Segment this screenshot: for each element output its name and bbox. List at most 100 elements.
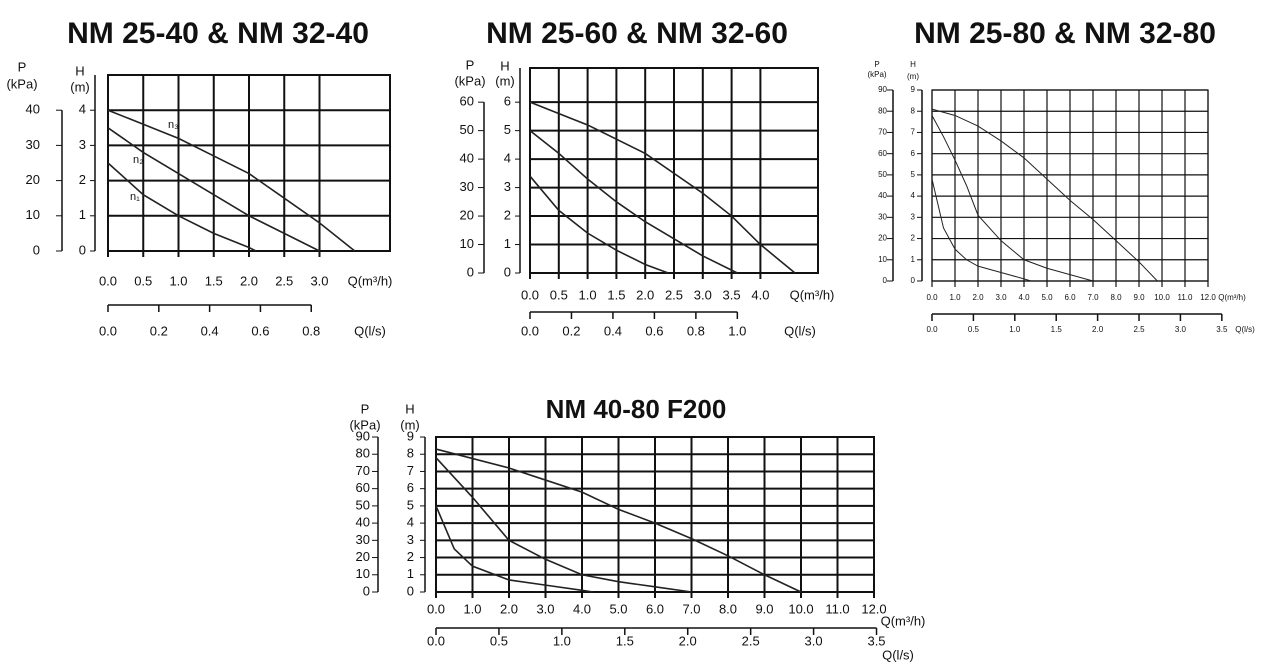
curve xyxy=(931,179,1032,282)
y-tick-label: 0 xyxy=(79,242,86,257)
y2-tick-label: 70 xyxy=(878,128,887,137)
x-tick-label: 11.0 xyxy=(825,601,849,616)
y2-axis-label: P xyxy=(874,60,879,69)
y2-tick-label: 0 xyxy=(467,264,474,279)
y-tick-label: 8 xyxy=(911,106,916,115)
y2-tick-label: 20 xyxy=(26,172,40,187)
x2-tick-label: 1.0 xyxy=(553,633,571,648)
y-tick-label: 2 xyxy=(79,172,86,187)
x-tick-label: 7.0 xyxy=(1087,293,1099,302)
x2-tick-label: 0.6 xyxy=(251,323,269,338)
curve xyxy=(435,505,594,593)
x-tick-label: 2.0 xyxy=(500,601,518,616)
y-tick-label: 2 xyxy=(407,549,414,564)
x-tick-label: 12.0 xyxy=(861,601,886,616)
x2-tick-label: 2.0 xyxy=(1092,325,1104,334)
y2-tick-label: 30 xyxy=(356,532,370,547)
x-tick-label: 9.0 xyxy=(1133,293,1145,302)
x2-tick-label: 0.0 xyxy=(926,325,938,334)
y-tick-label: 6 xyxy=(504,94,511,109)
x-tick-label: 3.5 xyxy=(723,287,741,302)
y-tick-label: 9 xyxy=(407,428,414,443)
y2-tick-label: 0 xyxy=(33,242,40,257)
y2-tick-label: 90 xyxy=(356,428,370,443)
y2-tick-label: 30 xyxy=(26,137,40,152)
y-tick-label: 6 xyxy=(407,480,414,495)
y-tick-label: 3 xyxy=(504,179,511,194)
y-axis-unit: (m) xyxy=(907,72,919,81)
y-tick-label: 4 xyxy=(504,151,511,166)
y-axis-unit: (m) xyxy=(400,417,420,432)
x2-tick-label: 0.0 xyxy=(521,323,539,338)
x-tick-label: 4.0 xyxy=(751,287,769,302)
y2-tick-label: 20 xyxy=(878,234,887,243)
x-tick-label: 1.0 xyxy=(463,601,481,616)
y2-tick-label: 10 xyxy=(878,255,887,264)
curve xyxy=(931,115,1094,282)
y2-tick-label: 20 xyxy=(356,549,370,564)
x-tick-label: 0.0 xyxy=(427,601,445,616)
y-tick-label: 1 xyxy=(504,236,511,251)
x-tick-label: 4.0 xyxy=(1018,293,1030,302)
x-axis-label: Q(m³/h) xyxy=(1218,293,1246,302)
y2-tick-label: 80 xyxy=(878,106,887,115)
y2-axis-unit: (kPa) xyxy=(867,70,886,79)
y-tick-label: 1 xyxy=(407,566,414,581)
y2-axis-label: P xyxy=(18,59,27,74)
y-axis-unit: (m) xyxy=(495,73,515,88)
x2-tick-label: 0.2 xyxy=(150,323,168,338)
y2-tick-label: 40 xyxy=(356,515,370,530)
x2-axis-label: Q(l/s) xyxy=(354,323,386,338)
x-tick-label: 4.0 xyxy=(573,601,591,616)
x-tick-label: 10.0 xyxy=(1154,293,1170,302)
y-tick-label: 4 xyxy=(79,102,86,117)
x2-tick-label: 3.0 xyxy=(1175,325,1187,334)
x2-axis-label: Q(l/s) xyxy=(882,647,914,662)
curve xyxy=(529,101,796,274)
y2-tick-label: 50 xyxy=(460,122,474,137)
y2-tick-label: 40 xyxy=(878,191,887,200)
x-tick-label: 1.5 xyxy=(205,273,223,288)
chart-title: NM 25-40 & NM 32-40 xyxy=(67,17,369,50)
y-tick-label: 3 xyxy=(407,532,414,547)
curve xyxy=(931,108,1158,282)
x2-tick-label: 0.8 xyxy=(302,323,320,338)
curve xyxy=(107,162,257,252)
y-axis-label: H xyxy=(910,60,916,69)
y-tick-label: 6 xyxy=(911,149,916,158)
y2-axis-unit: (kPa) xyxy=(349,417,380,432)
y2-tick-label: 10 xyxy=(356,566,370,581)
x-tick-label: 6.0 xyxy=(1064,293,1076,302)
y2-tick-label: 60 xyxy=(460,94,474,109)
y2-tick-label: 50 xyxy=(356,497,370,512)
x2-tick-label: 1.0 xyxy=(1009,325,1021,334)
curve xyxy=(529,175,669,274)
x-tick-label: 1.0 xyxy=(169,273,187,288)
x-tick-label: 9.0 xyxy=(755,601,773,616)
x2-tick-label: 1.0 xyxy=(728,323,746,338)
y2-axis-label: P xyxy=(361,401,370,416)
x-tick-label: 3.0 xyxy=(995,293,1007,302)
y2-tick-label: 70 xyxy=(356,463,370,478)
x-tick-label: 0.0 xyxy=(926,293,938,302)
x2-tick-label: 0.5 xyxy=(968,325,980,334)
x2-tick-label: 0.2 xyxy=(562,323,580,338)
curve-label: n₃ xyxy=(168,119,179,131)
x2-tick-label: 0.6 xyxy=(645,323,663,338)
y-tick-label: 4 xyxy=(407,515,414,530)
x-tick-label: 7.0 xyxy=(682,601,700,616)
y2-tick-label: 10 xyxy=(26,207,40,222)
y2-axis-unit: (kPa) xyxy=(454,73,485,88)
x-tick-label: 11.0 xyxy=(1178,293,1194,302)
y2-tick-label: 10 xyxy=(460,236,474,251)
x-axis-label: Q(m³/h) xyxy=(348,273,393,288)
curve xyxy=(107,127,320,252)
y2-axis-label: P xyxy=(466,57,475,72)
x2-tick-label: 2.5 xyxy=(742,633,760,648)
x-tick-label: 2.0 xyxy=(972,293,984,302)
y2-tick-label: 80 xyxy=(356,446,370,461)
x-tick-label: 10.0 xyxy=(788,601,813,616)
x2-tick-label: 0.8 xyxy=(687,323,705,338)
y-tick-label: 2 xyxy=(504,207,511,222)
